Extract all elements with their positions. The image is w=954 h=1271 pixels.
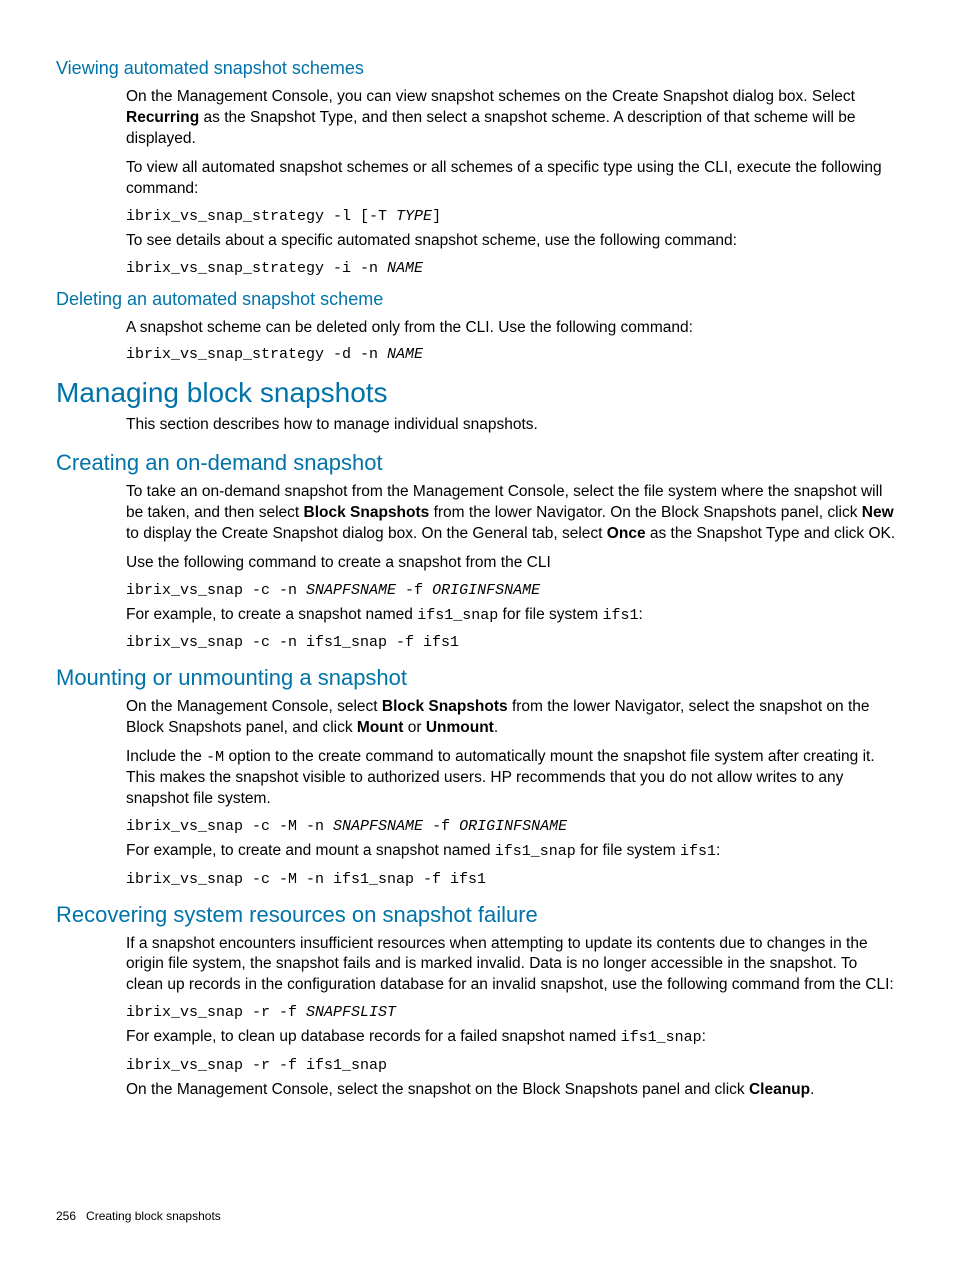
paragraph: If a snapshot encounters insufficient re… [126,934,898,997]
text: for file system [498,606,602,623]
paragraph: For example, to create a snapshot named … [126,605,898,626]
text: : [702,1028,706,1045]
bold-text: Unmount [426,719,494,736]
code-var: SNAPFSLIST [306,1004,396,1021]
paragraph: On the Management Console, select Block … [126,697,898,739]
text: as the Snapshot Type and click OK. [646,525,896,542]
section-body: This section describes how to manage ind… [126,415,898,436]
text: On the Management Console, select the sn… [126,1081,749,1098]
paragraph: This section describes how to manage ind… [126,415,898,436]
page-number: 256 [56,1209,76,1223]
bold-text: Once [607,525,646,542]
code-var: ORIGINFSNAME [432,582,540,599]
footer-label: Creating block snapshots [86,1209,221,1223]
text: : [716,842,720,859]
code-line: ibrix_vs_snap -c -M -n ifs1_snap -f ifs1 [126,871,898,888]
code-text: ] [432,208,441,225]
text: For example, to create a snapshot named [126,606,417,623]
heading-managing-block: Managing block snapshots [56,377,898,409]
code-text: ibrix_vs_snap_strategy -l [-T [126,208,396,225]
code-line: ibrix_vs_snap_strategy -i -n NAME [126,260,898,277]
inline-code: ifs1 [680,843,716,860]
text: or [403,719,425,736]
bold-text: Mount [357,719,403,736]
bold-text: Block Snapshots [304,504,430,521]
text: . [810,1081,814,1098]
code-text: ibrix_vs_snap -c -n [126,582,306,599]
text: option to the create command to automati… [126,748,875,807]
text: Include the [126,748,206,765]
section-body: A snapshot scheme can be deleted only fr… [126,318,898,364]
bold-text: Cleanup [749,1081,810,1098]
heading-recovering-resources: Recovering system resources on snapshot … [56,902,898,928]
text: : [638,606,642,623]
code-var: SNAPFSNAME [333,818,423,835]
code-var: NAME [387,260,423,277]
code-line: ibrix_vs_snap -c -n ifs1_snap -f ifs1 [126,634,898,651]
paragraph: Use the following command to create a sn… [126,553,898,574]
text: to display the Create Snapshot dialog bo… [126,525,607,542]
paragraph: Include the -M option to the create comm… [126,747,898,810]
bold-text: New [862,504,894,521]
inline-code: ifs1_snap [495,843,576,860]
paragraph: A snapshot scheme can be deleted only fr… [126,318,898,339]
text: for file system [576,842,680,859]
bold-text: Block Snapshots [382,698,508,715]
text: For example, to create and mount a snaps… [126,842,495,859]
code-text: -f [396,582,432,599]
code-line: ibrix_vs_snap_strategy -l [-T TYPE] [126,208,898,225]
inline-code: ifs1_snap [417,607,498,624]
code-text: ibrix_vs_snap_strategy -d -n [126,346,387,363]
section-body: To take an on-demand snapshot from the M… [126,482,898,651]
code-var: TYPE [396,208,432,225]
heading-creating-on-demand: Creating an on-demand snapshot [56,450,898,476]
text: . [494,719,498,736]
code-line: ibrix_vs_snap_strategy -d -n NAME [126,346,898,363]
code-line: ibrix_vs_snap -c -M -n SNAPFSNAME -f ORI… [126,818,898,835]
text: as the Snapshot Type, and then select a … [126,109,856,147]
paragraph: For example, to create and mount a snaps… [126,841,898,862]
code-text: ibrix_vs_snap -c -M -n [126,818,333,835]
section-body: On the Management Console, select Block … [126,697,898,887]
inline-code: ifs1_snap [621,1029,702,1046]
text: On the Management Console, you can view … [126,88,855,105]
heading-mounting-unmounting: Mounting or unmounting a snapshot [56,665,898,691]
inline-code: -M [206,749,224,766]
heading-viewing-schemes: Viewing automated snapshot schemes [56,58,898,79]
code-line: ibrix_vs_snap -r -f SNAPFSLIST [126,1004,898,1021]
paragraph: To view all automated snapshot schemes o… [126,158,898,200]
paragraph: On the Management Console, select the sn… [126,1080,898,1101]
text: from the lower Navigator. On the Block S… [429,504,862,521]
code-var: NAME [387,346,423,363]
page-footer: 256 Creating block snapshots [56,1209,221,1223]
section-body: If a snapshot encounters insufficient re… [126,934,898,1101]
code-var: ORIGINFSNAME [459,818,567,835]
code-text: ibrix_vs_snap -r -f [126,1004,306,1021]
paragraph: To see details about a specific automate… [126,231,898,252]
code-line: ibrix_vs_snap -c -n SNAPFSNAME -f ORIGIN… [126,582,898,599]
paragraph: On the Management Console, you can view … [126,87,898,150]
code-text: ibrix_vs_snap_strategy -i -n [126,260,387,277]
text: On the Management Console, select [126,698,382,715]
section-body: On the Management Console, you can view … [126,87,898,277]
code-line: ibrix_vs_snap -r -f ifs1_snap [126,1057,898,1074]
paragraph: To take an on-demand snapshot from the M… [126,482,898,545]
paragraph: For example, to clean up database record… [126,1027,898,1048]
code-text: -f [423,818,459,835]
inline-code: ifs1 [602,607,638,624]
text: For example, to clean up database record… [126,1028,621,1045]
bold-text: Recurring [126,109,199,126]
heading-deleting-scheme: Deleting an automated snapshot scheme [56,289,898,310]
code-var: SNAPFSNAME [306,582,396,599]
